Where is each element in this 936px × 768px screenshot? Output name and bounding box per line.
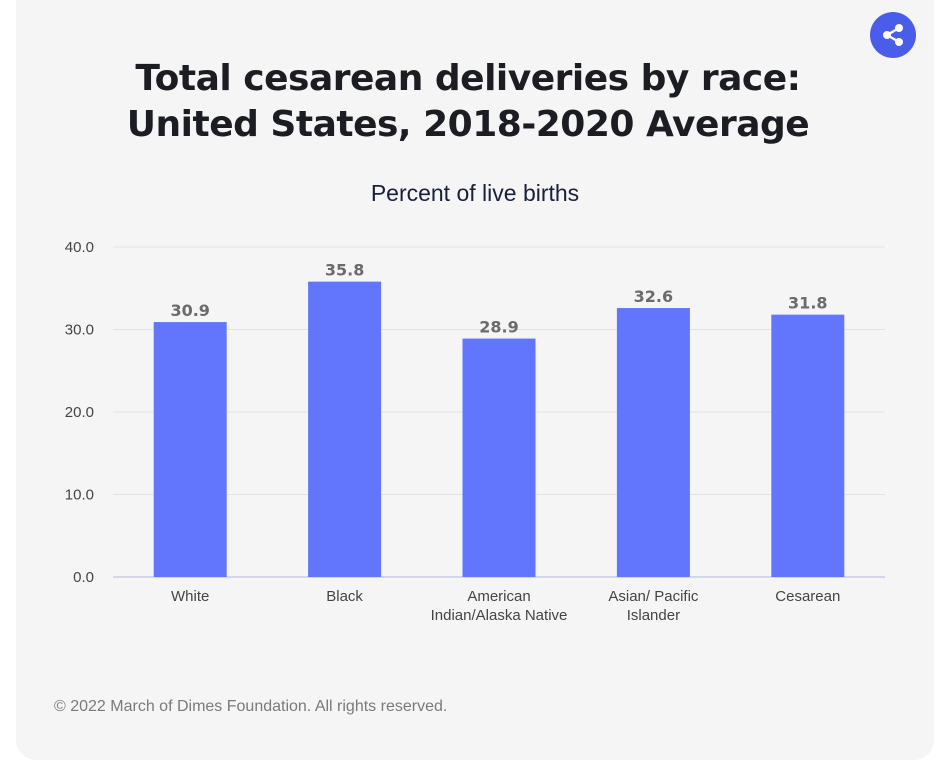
chart-title-line-2: United States, 2018-2020 Average: [126, 104, 810, 145]
bar-chart: 0.0 10.0 20.0 30.0 40.0 30.9 White 35.8 Black 28.…: [65, 239, 885, 624]
x-tick-label: Islander: [627, 607, 680, 624]
x-tick-label: White: [171, 588, 209, 605]
data-label: 35.8: [325, 261, 364, 280]
data-label: 32.6: [634, 287, 673, 306]
chart-title-line-1: Total cesarean deliveries by race:: [135, 58, 801, 99]
x-tick-label: Asian/ Pacific: [608, 588, 699, 605]
x-tick-label: Black: [326, 588, 363, 605]
y-tick-label: 10.0: [65, 487, 94, 504]
y-tick-label: 20.0: [65, 404, 94, 421]
chart-subtitle: Percent of live births: [370, 180, 580, 206]
share-icon: [883, 24, 903, 46]
bar: [308, 281, 382, 577]
bar: [462, 338, 536, 577]
data-label: 30.9: [170, 301, 209, 320]
bar: [771, 314, 845, 577]
x-tick-label: American: [467, 588, 530, 605]
chart-title: Total cesarean deliveries by race: Unite…: [0, 56, 936, 148]
y-tick-label: 0.0: [73, 569, 94, 586]
y-tick-label: 40.0: [65, 239, 94, 256]
x-tick-label: Indian/Alaska Native: [431, 607, 568, 624]
copyright-footer: © 2022 March of Dimes Foundation. All ri…: [54, 698, 448, 715]
data-label: 28.9: [479, 318, 518, 337]
share-button[interactable]: [870, 12, 916, 58]
bar: [153, 322, 227, 577]
y-tick-label: 30.0: [65, 322, 94, 339]
x-tick-label: Cesarean: [775, 588, 840, 605]
data-label: 31.8: [788, 294, 827, 313]
bar: [616, 308, 690, 577]
